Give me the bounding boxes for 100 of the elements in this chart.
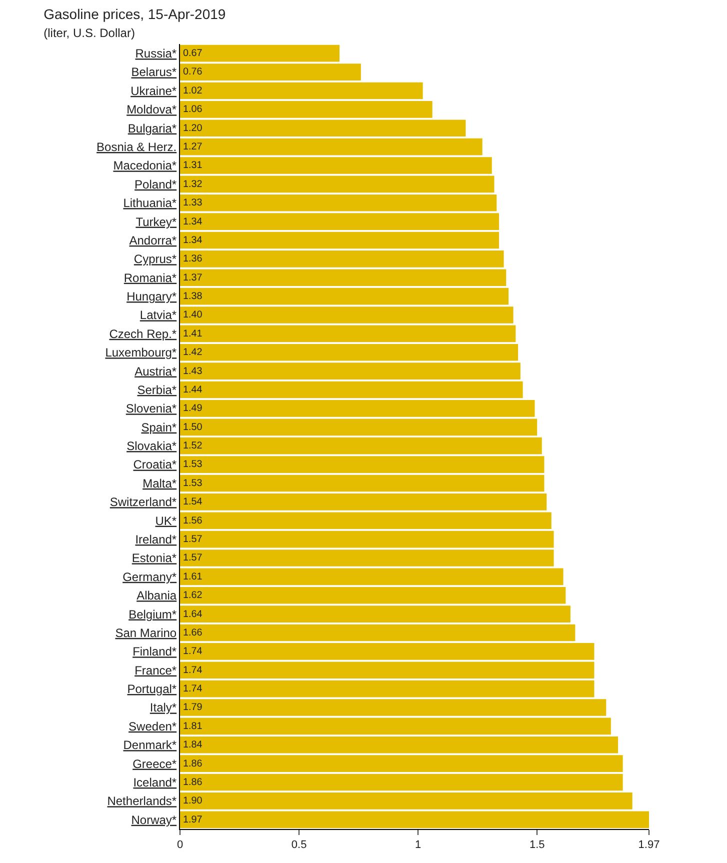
y-tick-label: Austria* xyxy=(134,364,177,378)
x-tick-label: 1.97 xyxy=(638,839,660,852)
data-label: 1.62 xyxy=(183,590,203,602)
data-label: 1.52 xyxy=(183,440,203,452)
data-label: 1.49 xyxy=(183,403,203,414)
data-label: 1.56 xyxy=(183,515,203,526)
y-tick-label: Norway* xyxy=(131,812,177,827)
data-label: 1.97 xyxy=(183,814,203,826)
y-tick-label: Russia* xyxy=(135,46,177,61)
y-tick-label: Poland* xyxy=(134,177,177,192)
y-tick-label: Bosnia & Herz. xyxy=(96,140,177,154)
data-label: 1.54 xyxy=(183,496,203,508)
data-label: 1.57 xyxy=(183,552,203,564)
data-label: 1.34 xyxy=(183,216,203,228)
data-label: 1.02 xyxy=(183,85,203,96)
y-tick-label: Netherlands* xyxy=(107,794,177,808)
bar xyxy=(180,699,606,716)
y-tick-label: Serbia* xyxy=(137,382,177,397)
bar xyxy=(180,325,516,342)
data-label: 1.50 xyxy=(183,422,203,433)
data-label: 1.79 xyxy=(183,702,203,714)
y-tick-label: Belarus* xyxy=(131,65,177,80)
bar xyxy=(180,568,564,586)
data-label: 1.20 xyxy=(183,122,203,134)
data-label: 1.40 xyxy=(183,310,203,321)
y-tick-label: Malta* xyxy=(142,476,177,490)
data-label: 1.34 xyxy=(183,234,203,246)
bar xyxy=(180,288,509,305)
y-tick-label: Slovenia* xyxy=(126,402,177,416)
y-tick-label: Slovakia* xyxy=(126,439,177,454)
data-label: 1.86 xyxy=(183,776,203,788)
data-label: 1.61 xyxy=(183,571,203,582)
data-label: 1.37 xyxy=(183,272,203,284)
y-tick-label: Finland* xyxy=(132,644,177,659)
data-label: 1.66 xyxy=(183,627,203,638)
data-label: 1.27 xyxy=(183,142,203,153)
bar xyxy=(180,138,482,156)
data-label: 1.74 xyxy=(183,646,203,658)
y-tick-label: UK* xyxy=(155,514,177,528)
data-label: 1.74 xyxy=(183,664,203,676)
data-label: 1.06 xyxy=(183,104,203,116)
y-tick-label: Lithuania* xyxy=(123,196,177,210)
y-tick-label: Romania* xyxy=(124,270,177,285)
data-label: 1.38 xyxy=(183,291,203,302)
bar xyxy=(180,624,576,642)
y-tick-label: Croatia* xyxy=(133,458,177,472)
data-label: 1.53 xyxy=(183,459,203,470)
bar xyxy=(180,176,494,193)
y-tick-label: Greece* xyxy=(132,756,177,771)
bar xyxy=(180,306,514,324)
data-label: 1.74 xyxy=(183,684,203,695)
x-tick-label: 0.5 xyxy=(291,839,307,852)
data-label: 1.42 xyxy=(183,347,203,358)
y-tick-label: Ukraine* xyxy=(130,84,177,98)
x-tick-label: 1.5 xyxy=(529,839,545,852)
data-label: 1.86 xyxy=(183,758,203,770)
y-tick-label: Portugal* xyxy=(127,682,177,696)
y-tick-label: Switzerland* xyxy=(110,495,177,510)
x-tick-label: 1 xyxy=(415,839,422,852)
bar xyxy=(180,718,611,735)
y-tick-label: Turkey* xyxy=(136,214,177,229)
bar xyxy=(180,157,492,174)
y-tick-label: France* xyxy=(134,663,177,678)
data-label: 1.31 xyxy=(183,160,203,172)
y-tick-label: Bulgaria* xyxy=(128,121,177,136)
y-tick-label: Czech Rep.* xyxy=(109,326,177,341)
x-tick-label: 0 xyxy=(176,839,184,852)
y-tick-label: Macedonia* xyxy=(113,158,177,173)
y-tick-label: Ireland* xyxy=(135,532,177,546)
data-label: 0.76 xyxy=(183,66,203,78)
data-label: 1.41 xyxy=(183,328,203,340)
bar xyxy=(180,381,523,398)
y-tick-label: Luxembourg* xyxy=(105,346,177,360)
data-label: 1.43 xyxy=(183,366,203,377)
bar xyxy=(180,82,423,100)
y-tick-label: Iceland* xyxy=(133,775,177,790)
y-tick-label: Denmark* xyxy=(123,738,177,752)
data-label: 1.44 xyxy=(183,384,203,396)
chart-subtitle: (liter, U.S. Dollar) xyxy=(44,26,135,40)
bar xyxy=(180,530,554,548)
data-label: 1.90 xyxy=(183,796,203,807)
y-tick-label: San Marino xyxy=(115,626,177,640)
data-label: 0.67 xyxy=(183,48,203,60)
y-tick-label: Belgium* xyxy=(128,607,177,622)
y-tick-label: Estonia* xyxy=(132,551,177,566)
data-label: 1.36 xyxy=(183,254,203,265)
y-tick-label: Albania xyxy=(136,588,177,603)
y-tick-label: Sweden* xyxy=(128,719,177,734)
chart-title: Gasoline prices, 15-Apr-2019 xyxy=(44,6,226,22)
data-label: 1.81 xyxy=(183,720,203,732)
y-tick-label: Moldova* xyxy=(126,102,177,117)
y-tick-label: Hungary* xyxy=(126,290,177,304)
bar xyxy=(180,232,500,249)
bar xyxy=(180,680,594,698)
bar xyxy=(180,474,544,492)
data-label: 1.57 xyxy=(183,534,203,546)
y-tick-label: Germany* xyxy=(122,570,177,584)
y-tick-label: Latvia* xyxy=(140,308,177,322)
data-label: 1.32 xyxy=(183,178,203,190)
data-label: 1.84 xyxy=(183,740,203,751)
